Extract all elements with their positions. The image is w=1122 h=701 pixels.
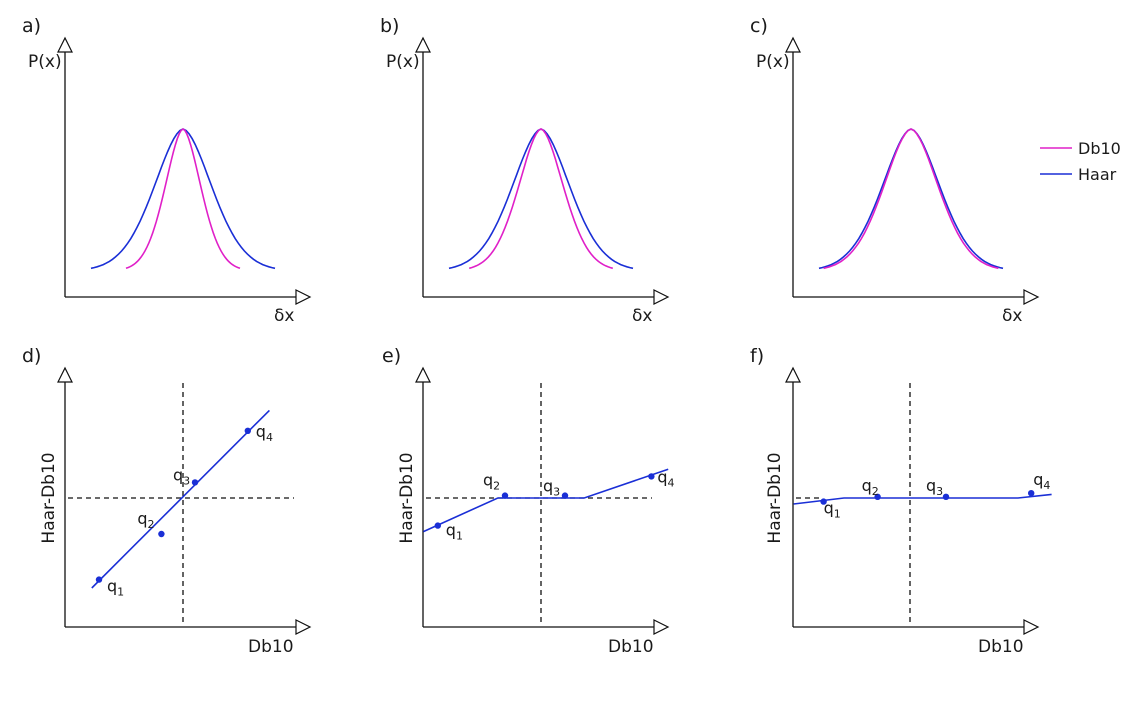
data-point-q3 [561, 492, 569, 499]
db10-curve [125, 127, 241, 270]
y-axis-arrow-icon [415, 36, 431, 53]
point-label-q4: q4 [1033, 470, 1050, 492]
x-axis-arrow-icon [1023, 289, 1040, 305]
x-axis-label: δx [632, 306, 652, 326]
data-point-q2 [158, 530, 165, 538]
point-label-q4: q4 [256, 422, 273, 444]
panel-label: e) [382, 345, 401, 367]
point-label-q2: q2 [483, 471, 500, 493]
data-point-q4 [1028, 490, 1035, 497]
x-axis-label: δx [1002, 306, 1022, 326]
point-label-q1: q1 [107, 577, 124, 599]
y-axis-arrow-icon [785, 366, 801, 383]
point-label-q4: q4 [657, 467, 674, 489]
x-axis-label: Db10 [978, 637, 1024, 657]
db10-curve [468, 128, 614, 270]
data-point-q3 [942, 493, 950, 500]
panel-label: a) [22, 15, 41, 37]
panel-f: f) Db10 Haar-Db10 q1 q2 q3 q4 [750, 345, 1052, 657]
haar-curve [818, 128, 1004, 270]
x-axis-label: Db10 [608, 637, 654, 657]
fit-line [91, 409, 270, 589]
y-axis-label: P(x) [386, 52, 420, 72]
x-axis-arrow-icon [653, 289, 670, 305]
point-label-q2: q2 [862, 476, 879, 498]
data-point-q1 [434, 522, 441, 529]
panel-label: d) [22, 345, 41, 367]
panel-label: f) [750, 345, 764, 367]
x-axis-arrow-icon [653, 619, 670, 635]
panel-d: d) Db10 Haar-Db10 q1 q2 q3 q4 [22, 345, 312, 657]
data-point-q1 [95, 576, 103, 583]
panel-e: e) Db10 Haar-Db10 q1 q2 q3 q4 [382, 345, 675, 657]
haar-curve [448, 128, 634, 270]
panel-label: c) [750, 15, 768, 37]
y-axis-arrow-icon [57, 366, 73, 383]
data-point-q4 [244, 427, 251, 434]
point-label-q3: q3 [926, 476, 943, 498]
data-point-q1 [820, 498, 827, 505]
data-point-q3 [191, 479, 199, 486]
x-axis-label: δx [274, 306, 294, 326]
panel-label: b) [380, 15, 399, 37]
data-point-q2 [501, 492, 509, 499]
y-axis-label: P(x) [28, 52, 62, 72]
x-axis-label: Db10 [248, 637, 294, 657]
x-axis-arrow-icon [1023, 619, 1040, 635]
y-axis-label: Haar-Db10 [39, 452, 59, 543]
y-axis-label: P(x) [756, 52, 790, 72]
db10-curve [823, 128, 999, 270]
fit-line [793, 493, 1052, 505]
data-point-q2 [874, 493, 881, 500]
legend-db10-label: Db10 [1078, 139, 1121, 158]
y-axis-arrow-icon [415, 366, 431, 383]
point-label-q3: q3 [173, 465, 190, 487]
y-axis-arrow-icon [785, 36, 801, 53]
haar-curve [90, 128, 276, 270]
panel-b: b) P(x) δx [380, 15, 670, 326]
point-label-q1: q1 [824, 499, 841, 521]
y-axis-label: Haar-Db10 [397, 452, 417, 543]
x-axis-arrow-icon [295, 289, 312, 305]
point-label-q1: q1 [446, 521, 463, 543]
point-label-q3: q3 [543, 477, 560, 499]
fit-line [423, 468, 669, 533]
panel-c: c) P(x) δx [750, 15, 1040, 326]
legend-haar-label: Haar [1078, 165, 1117, 184]
legend: Db10 Haar [1040, 139, 1121, 184]
x-axis-arrow-icon [295, 619, 312, 635]
point-label-q2: q2 [137, 509, 154, 531]
panel-a: a) P(x) δx [22, 15, 312, 326]
data-point-q4 [648, 473, 655, 480]
y-axis-label: Haar-Db10 [765, 452, 785, 543]
y-axis-arrow-icon [57, 36, 73, 53]
